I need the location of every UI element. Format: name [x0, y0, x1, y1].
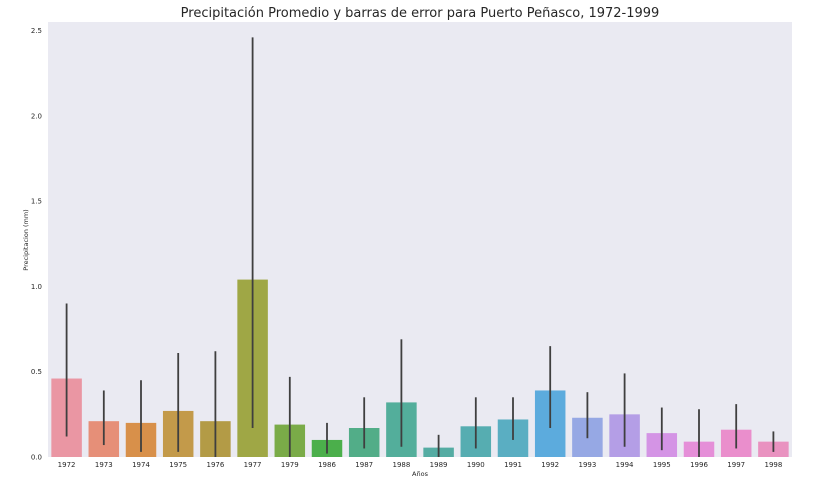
x-tick-label: 1991 — [504, 461, 522, 469]
x-tick-label: 1993 — [578, 461, 596, 469]
plot-area — [48, 22, 792, 457]
x-tick-label: 1998 — [764, 461, 782, 469]
y-tick-label: 0.0 — [31, 454, 42, 462]
x-tick-label: 1995 — [653, 461, 671, 469]
x-tick-label: 1979 — [281, 461, 299, 469]
y-tick-labels: 0.0 0.5 1.0 1.5 2.0 2.5 — [31, 27, 42, 461]
x-tick-label: 1996 — [690, 461, 708, 469]
x-tick-label: 1973 — [95, 461, 113, 469]
y-tick-label: 1.5 — [31, 198, 42, 206]
x-tick-label: 1986 — [318, 461, 336, 469]
x-tick-label: 1997 — [727, 461, 745, 469]
x-tick-label: 1974 — [132, 461, 150, 469]
x-tick-label: 1989 — [430, 461, 448, 469]
x-tick-labels: 1972 1973 1974 1975 1976 1977 1979 1986 1987 1988… — [58, 461, 783, 469]
x-tick-label: 1990 — [467, 461, 485, 469]
x-tick-label: 1976 — [206, 461, 224, 469]
x-tick-label: 1977 — [244, 461, 262, 469]
y-tick-label: 1.0 — [31, 283, 42, 291]
y-tick-label: 2.5 — [31, 27, 42, 35]
y-tick-label: 0.5 — [31, 368, 42, 376]
y-axis-label: Precipitacion (mm) — [22, 209, 30, 270]
x-tick-label: 1994 — [616, 461, 634, 469]
x-axis-label: Años — [412, 470, 429, 478]
x-tick-label: 1975 — [169, 461, 187, 469]
y-tick-label: 2.0 — [31, 112, 42, 120]
x-tick-label: 1987 — [355, 461, 373, 469]
chart-title: Precipitación Promedio y barras de error… — [181, 6, 660, 21]
error-bars-group — [65, 37, 775, 457]
x-tick-label: 1972 — [58, 461, 76, 469]
x-tick-label: 1988 — [392, 461, 410, 469]
x-tick-label: 1992 — [541, 461, 559, 469]
